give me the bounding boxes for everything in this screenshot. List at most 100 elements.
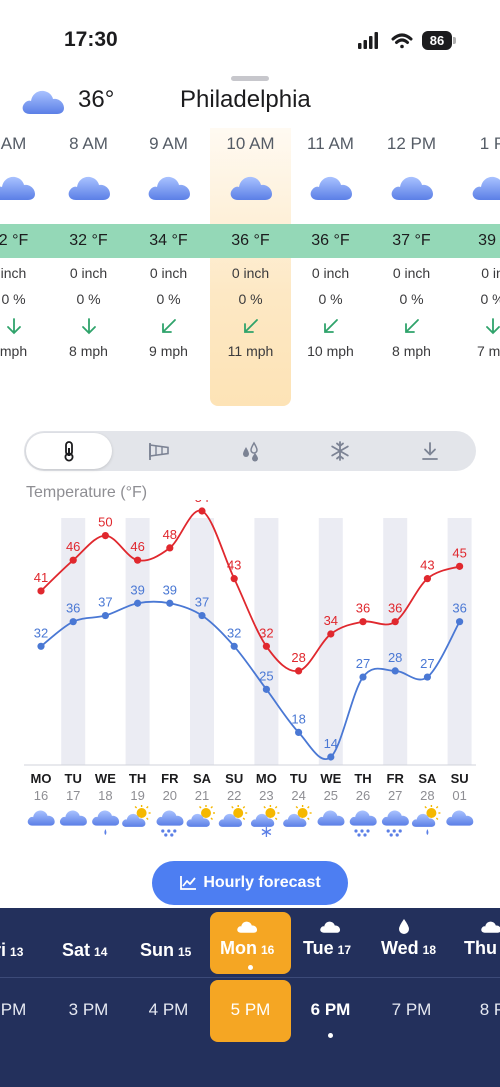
hour-precip-probability: 0 % xyxy=(238,291,263,307)
wind-direction-arrow-icon xyxy=(244,319,258,333)
hail-dots xyxy=(354,829,370,837)
temperature-chart[interactable]: 41 46 50 46 48 54 43 32 28 34 36 36 43 45 32 36 37 39 39 37… xyxy=(0,500,500,840)
high-temp-point xyxy=(134,556,142,564)
windsock-icon xyxy=(149,443,169,460)
day-tab-sun[interactable]: Sun 15 xyxy=(140,940,191,1006)
sun-icon xyxy=(134,805,151,820)
high-temp-label: 46 xyxy=(130,539,144,554)
hourly-forecast-button[interactable]: Hourly forecast xyxy=(152,861,348,905)
day-number: 13 xyxy=(10,945,24,959)
high-temp-label: 45 xyxy=(452,545,466,560)
hour-wind-speed: 7 mp xyxy=(476,343,500,359)
day-name: Mon xyxy=(220,938,257,958)
hour-precipitation: inch xyxy=(0,265,27,281)
high-temp-label: 34 xyxy=(324,613,338,628)
chart-type-selector[interactable] xyxy=(24,431,476,471)
day-tab-thu[interactable]: Thu xyxy=(464,938,500,1004)
high-temp-point xyxy=(262,642,270,650)
selected-day-highlight xyxy=(210,912,291,974)
day-name: Sat xyxy=(62,940,91,960)
weekend-shade-bar xyxy=(190,518,214,765)
high-temp-point xyxy=(295,667,303,675)
hour-column[interactable]: 8 AM 32 °F 0 inch 0 % 8 mph xyxy=(48,124,129,406)
low-temp-label: 37 xyxy=(98,595,112,610)
day-number: 16 xyxy=(260,943,275,957)
tab-pressure[interactable] xyxy=(387,433,473,469)
divider xyxy=(0,977,500,978)
day-tab-mon[interactable]: Mon 16 xyxy=(220,938,274,1004)
time-slot[interactable]: 7 PM xyxy=(391,1000,432,1019)
time-slot[interactable]: 8 P xyxy=(479,1000,500,1019)
cloud-icon xyxy=(389,170,435,202)
time-slot[interactable]: PM xyxy=(0,1000,27,1019)
sun-icon xyxy=(424,805,441,820)
snowflake-small xyxy=(261,827,272,837)
hour-wind-speed: 8 mph xyxy=(392,343,431,359)
hour-wind-speed: mph xyxy=(0,343,28,359)
hour-column[interactable]: 12 PM 37 °F 0 inch 0 % 8 mph xyxy=(371,124,452,406)
cloud-icon xyxy=(319,918,341,939)
hour-precipitation: 0 inch xyxy=(69,265,108,281)
hour-label: 8 AM xyxy=(69,134,108,153)
cloud-icon xyxy=(228,170,274,202)
tab-precipitation[interactable] xyxy=(207,433,293,469)
time-slot[interactable]: 3 PM xyxy=(68,1000,109,1019)
wifi-icon xyxy=(391,33,413,49)
hour-precipitation: 0 in xyxy=(481,265,500,281)
weekday-tick-label: MO xyxy=(31,771,52,786)
time-slot[interactable]: 4 PM xyxy=(148,1000,189,1019)
low-temp-point xyxy=(69,618,77,626)
sun-cloud-icon xyxy=(218,805,248,827)
sun-cloud-icon xyxy=(283,805,312,827)
wind-direction-arrow-icon xyxy=(7,318,21,335)
date-tick-label: 24 xyxy=(291,788,305,803)
date-tick-label: 21 xyxy=(195,788,209,803)
hour-label: 10 AM xyxy=(226,134,275,153)
high-temp-label: 32 xyxy=(259,625,273,640)
hail-dots xyxy=(161,829,177,837)
raindrop-icon xyxy=(397,918,411,939)
low-temp-label: 36 xyxy=(66,601,80,616)
high-temp-label: 36 xyxy=(356,601,370,616)
time-slot[interactable]: 6 PM xyxy=(310,1000,351,1019)
sun-icon xyxy=(263,805,280,820)
droplets-icon xyxy=(243,441,258,462)
tab-snow[interactable] xyxy=(297,433,383,469)
cloud-shape xyxy=(59,810,87,826)
hour-temperature: 32 °F xyxy=(69,232,108,249)
time-slot[interactable]: 5 PM xyxy=(230,1000,271,1019)
tab-wind[interactable] xyxy=(116,433,202,469)
high-temp-label: 41 xyxy=(34,570,48,585)
high-temp-point xyxy=(391,618,399,626)
hour-precipitation: 0 inch xyxy=(231,265,270,281)
rain-drop xyxy=(426,829,429,835)
sun-cloud-icon xyxy=(122,805,151,827)
high-temp-label: 54 xyxy=(195,500,209,505)
low-temp-label: 25 xyxy=(259,668,273,683)
low-temp-label: 36 xyxy=(452,601,466,616)
day-tab-sat[interactable]: Sat 14 xyxy=(62,940,107,1006)
tab-temperature[interactable] xyxy=(26,433,112,469)
hour-column[interactable]: 9 AM 34 °F 0 inch 0 % 9 mph xyxy=(128,124,209,406)
hour-column[interactable]: 10 AM 36 °F 0 inch 0 % 11 mph xyxy=(210,124,291,406)
wind-direction-arrow-icon xyxy=(405,319,419,333)
high-temp-line xyxy=(40,509,460,672)
sun-icon xyxy=(231,805,248,820)
day-tab-tue[interactable]: Tue 17 xyxy=(303,938,351,1004)
low-temp-point xyxy=(166,599,174,607)
weekend-shade-bar xyxy=(447,518,472,765)
day-tab-wed[interactable]: Wed 18 xyxy=(381,938,436,1004)
hour-column[interactable]: 1 P 39 ° 0 in 0 % 7 mp xyxy=(452,124,500,406)
hour-column[interactable]: AM 2 °F inch 0 % mph xyxy=(0,124,54,406)
drag-handle[interactable] xyxy=(231,76,269,81)
hour-column[interactable]: 11 AM 36 °F 0 inch 0 % 10 mph xyxy=(290,124,371,406)
high-temp-label: 43 xyxy=(420,558,434,573)
date-tick-label: 27 xyxy=(388,788,402,803)
day-tab-ri[interactable]: ri13 xyxy=(0,940,23,1006)
high-temp-point xyxy=(166,544,174,552)
cloud-icon xyxy=(317,810,345,826)
selected-time-highlight xyxy=(210,980,291,1042)
hourly-forecast-strip[interactable]: AM 2 °F inch 0 % mph 8 AM 32 °F 0 inch 0 % 8 mph 9… xyxy=(0,124,500,414)
high-temp-point xyxy=(359,618,367,626)
